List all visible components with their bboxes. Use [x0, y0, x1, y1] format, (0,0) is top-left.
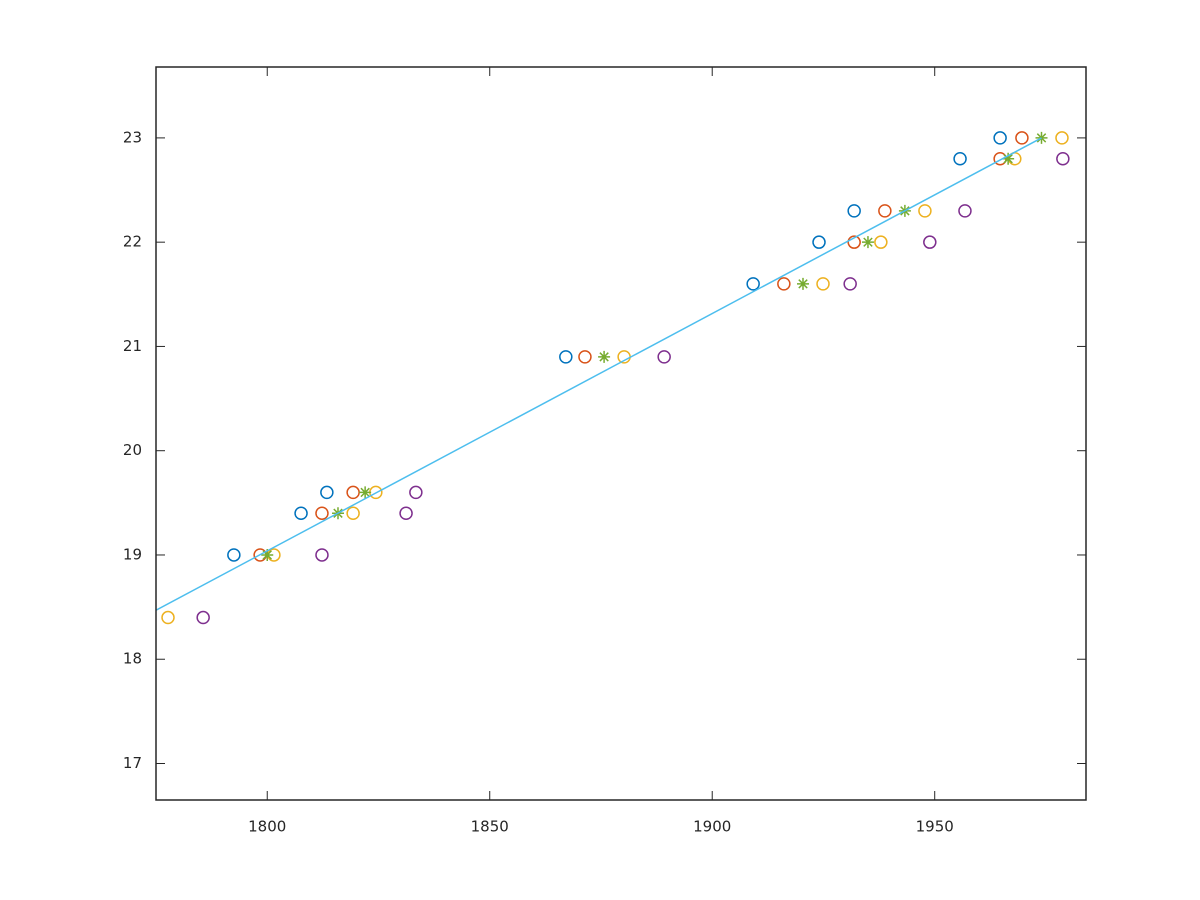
circle-marker	[399, 506, 413, 521]
circle-marker	[958, 204, 972, 218]
circle-marker	[777, 277, 791, 291]
circle-marker	[578, 350, 592, 364]
circle-marker	[923, 235, 937, 249]
y-tick-label: 23	[123, 128, 142, 146]
circle-marker	[1015, 131, 1029, 145]
star-marker	[261, 548, 274, 561]
circle-marker	[320, 485, 334, 500]
circle-marker	[993, 131, 1007, 145]
star-marker	[861, 236, 874, 249]
fit-line	[156, 137, 1042, 611]
circle-marker	[816, 277, 830, 291]
circle-marker	[346, 485, 360, 500]
y-tick-label: 21	[123, 337, 142, 355]
star-marker	[796, 277, 809, 290]
y-tick-label: 19	[123, 545, 142, 563]
circle-marker	[315, 548, 329, 562]
circle-marker	[843, 277, 857, 291]
circle-marker	[227, 548, 241, 562]
x-tick-label: 1850	[471, 818, 509, 836]
x-tick-label: 1900	[693, 818, 731, 836]
circle-marker	[812, 235, 826, 249]
plot-area	[156, 131, 1070, 625]
circle-marker	[1056, 152, 1070, 166]
circle-marker	[847, 235, 861, 249]
circle-marker	[346, 506, 360, 521]
circle-marker	[559, 350, 573, 364]
circle-marker	[196, 610, 210, 625]
circle-marker	[161, 610, 175, 625]
y-tick-label: 17	[123, 754, 142, 772]
y-tick-label: 18	[123, 650, 142, 668]
circle-marker	[847, 204, 861, 218]
circle-marker	[746, 277, 760, 291]
circle-marker	[294, 506, 308, 521]
circle-marker	[874, 235, 888, 249]
circle-marker	[1055, 131, 1069, 145]
y-tick-label: 20	[123, 441, 142, 459]
circle-marker	[953, 152, 967, 166]
circle-marker	[409, 485, 423, 500]
x-tick-label: 1950	[916, 818, 954, 836]
y-tick-label: 22	[123, 233, 142, 251]
circle-marker	[315, 506, 329, 521]
star-marker	[1002, 152, 1015, 165]
circle-marker	[878, 204, 892, 218]
circle-marker	[918, 204, 932, 218]
star-marker	[598, 350, 611, 363]
axes-box	[155, 66, 1087, 801]
circle-marker	[657, 350, 671, 364]
star-marker	[359, 486, 372, 499]
x-tick-label: 1800	[248, 818, 286, 836]
